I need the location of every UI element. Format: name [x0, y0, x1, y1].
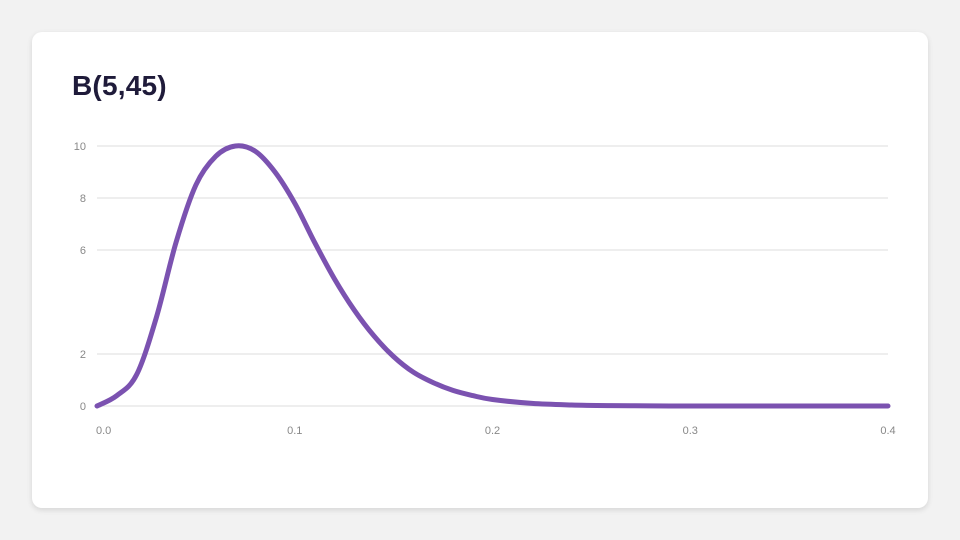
y-tick-label: 8	[80, 193, 86, 205]
x-tick-label: 0.1	[287, 425, 302, 437]
x-tick-label: 0.2	[485, 425, 500, 437]
x-tick-label: 0.0	[96, 425, 111, 437]
y-tick-label: 6	[80, 245, 86, 257]
series-line-0	[94, 143, 891, 409]
chart-card: B(5,45)	[32, 32, 928, 508]
y-tick-label: 10	[74, 141, 86, 153]
x-tick-label: 0.3	[683, 425, 698, 437]
chart-title: B(5,45)	[72, 70, 167, 101]
y-tick-label: 2	[80, 349, 86, 361]
y-tick-label: 0	[80, 401, 86, 413]
x-tick-label: 0.4	[880, 425, 895, 437]
